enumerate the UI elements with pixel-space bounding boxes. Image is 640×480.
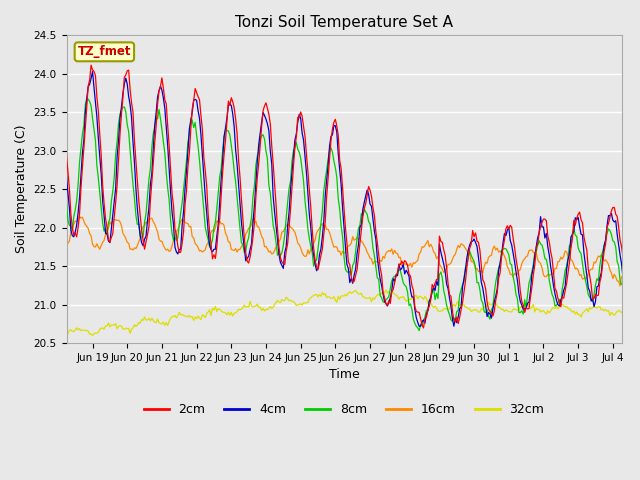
- Text: TZ_fmet: TZ_fmet: [77, 45, 131, 59]
- Legend: 2cm, 4cm, 8cm, 16cm, 32cm: 2cm, 4cm, 8cm, 16cm, 32cm: [139, 398, 550, 421]
- Title: Tonzi Soil Temperature Set A: Tonzi Soil Temperature Set A: [235, 15, 453, 30]
- Y-axis label: Soil Temperature (C): Soil Temperature (C): [15, 125, 28, 253]
- X-axis label: Time: Time: [328, 368, 360, 381]
